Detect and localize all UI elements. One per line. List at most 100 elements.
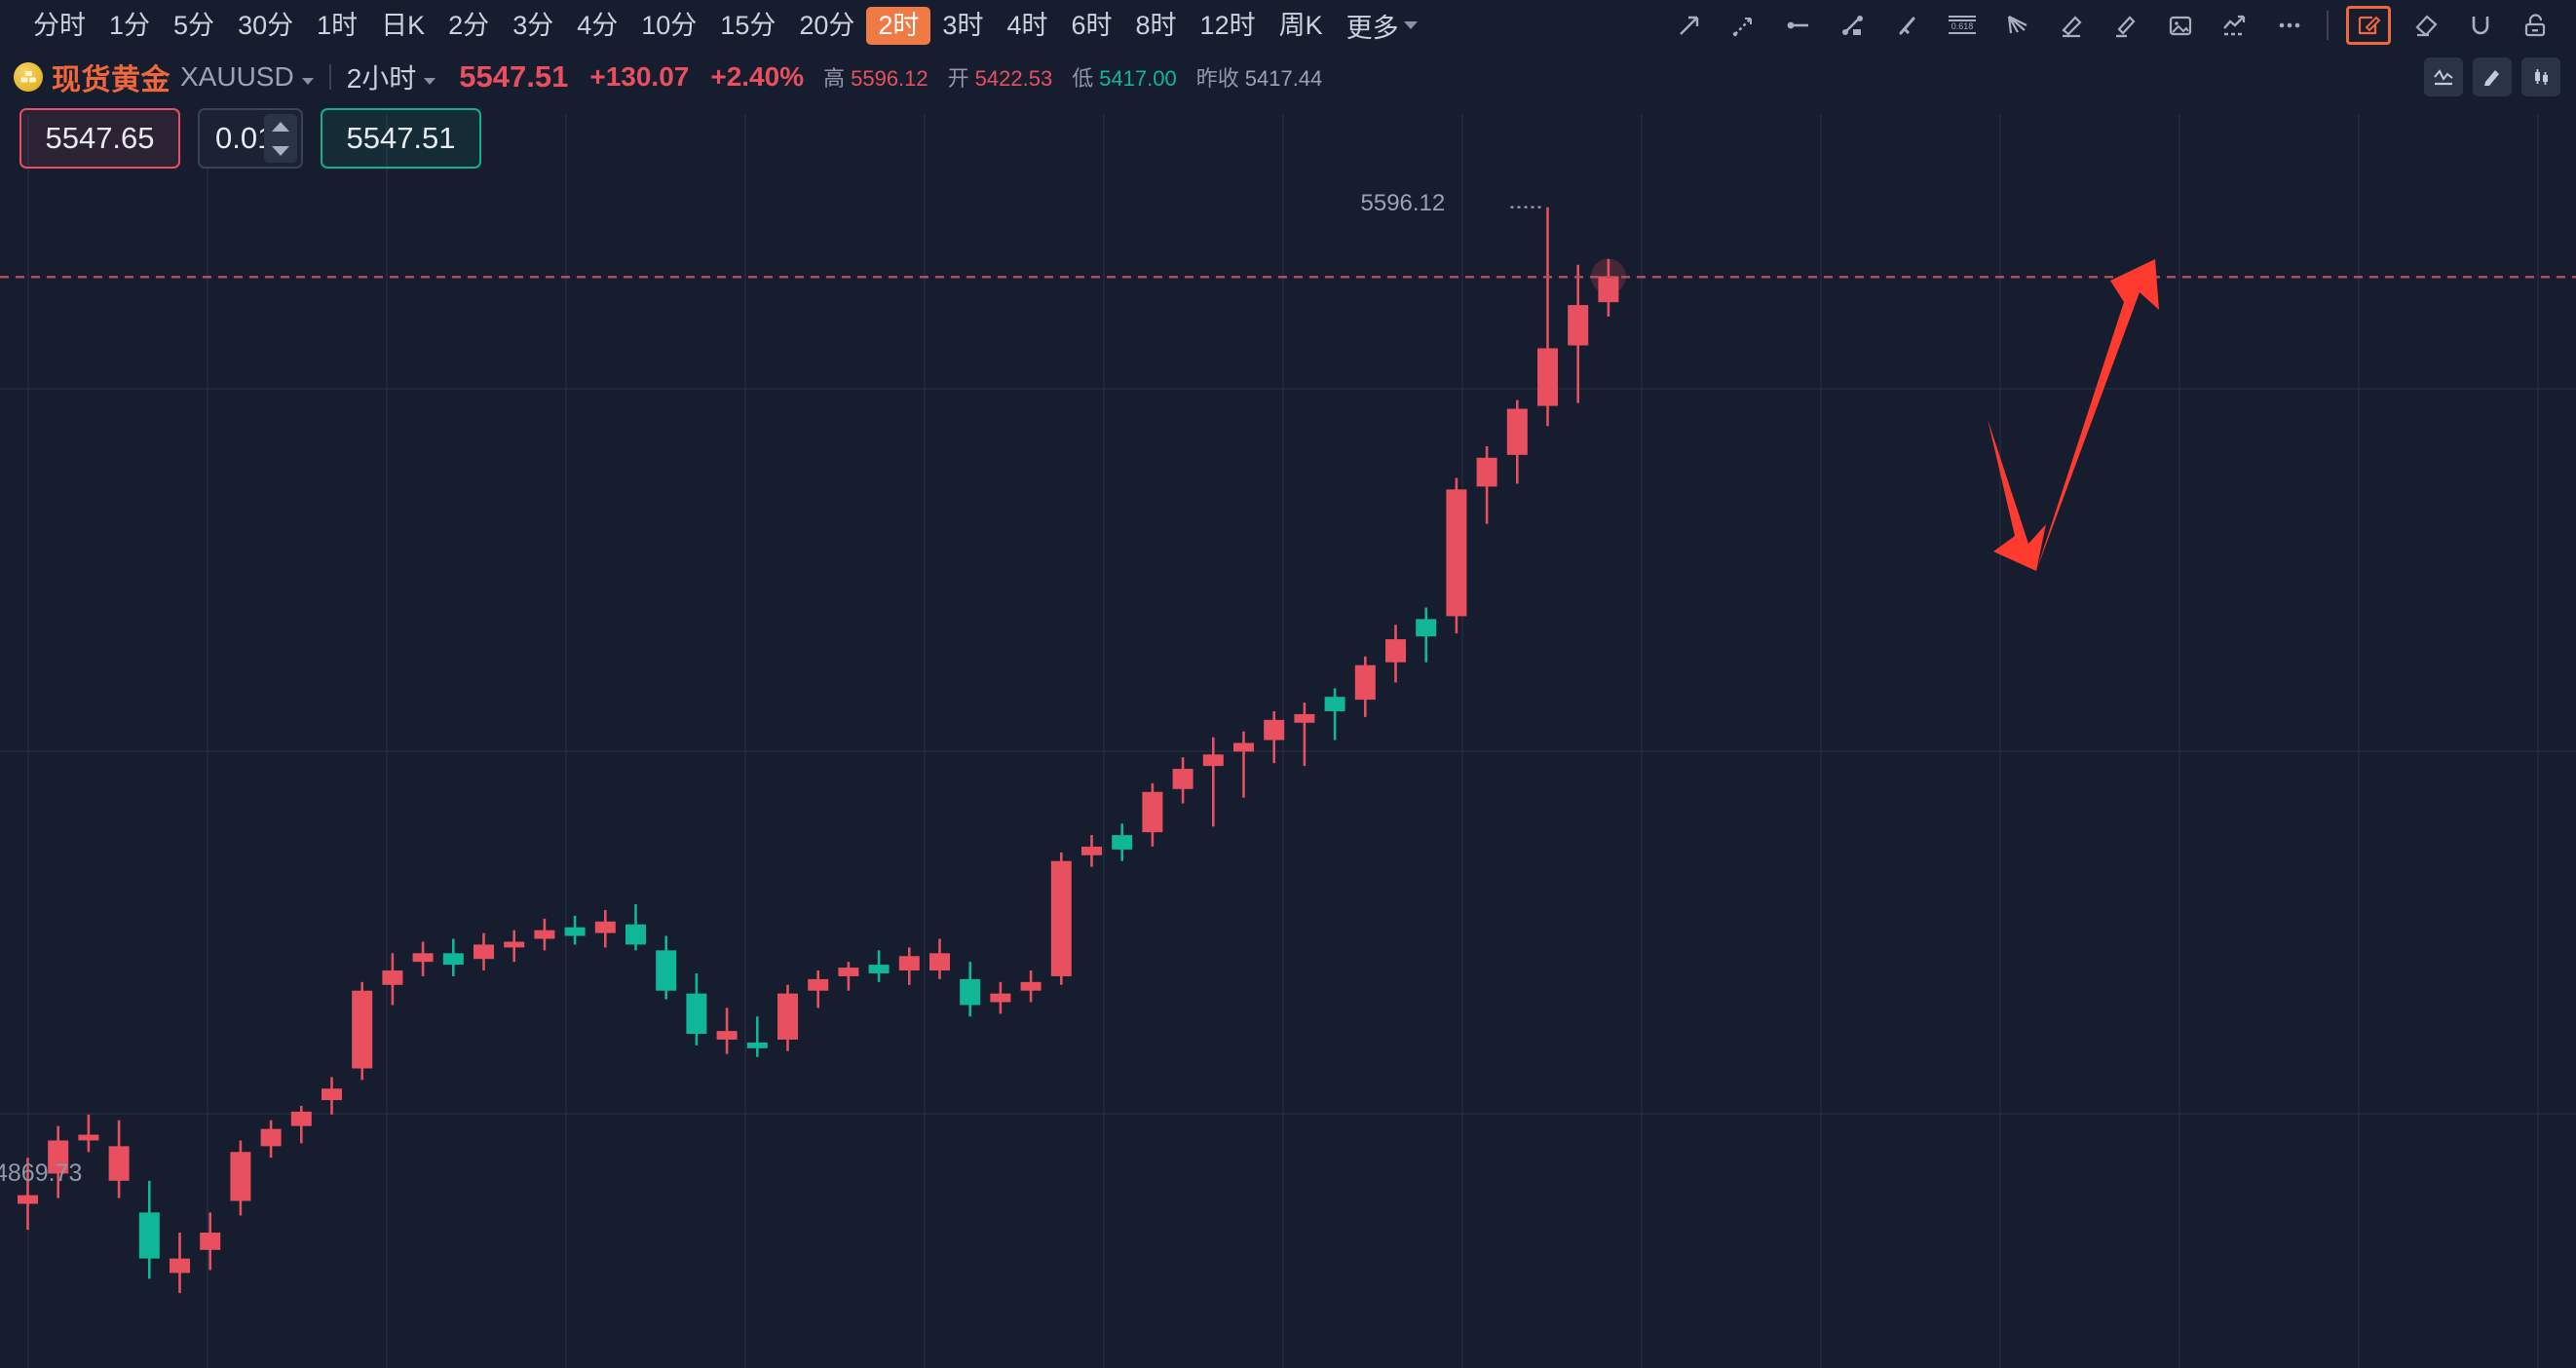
candle-body: [200, 1233, 221, 1250]
timeframe-item-11[interactable]: 20分: [799, 10, 855, 40]
timeframe-item-5[interactable]: 日K: [381, 10, 426, 40]
stepper-down-icon[interactable]: [272, 145, 289, 156]
timeframe-item-0[interactable]: 分时: [33, 10, 86, 40]
candle-body: [808, 978, 829, 991]
trend-line-icon[interactable]: [1826, 4, 1880, 47]
dashed-arrow-icon[interactable]: [1717, 4, 1771, 47]
up-arrow-annotation: [2036, 259, 2159, 571]
candle-series: [18, 207, 1619, 1294]
quote-stat-label: 低: [1072, 66, 1094, 91]
trend-indicator-icon[interactable]: [2208, 4, 2262, 47]
timeframe-list: 分时 1分 5分 30分 1时 日K 2分 3分 4分 10分 15分 20分 2时 3时 4时 6时 8时 12…: [21, 6, 1335, 45]
fibonacci-icon[interactable]: 0.618: [1935, 4, 1989, 47]
quote-stat-1: 开 5422.53: [948, 61, 1053, 93]
quote-stat-0: 高 5596.12: [823, 61, 928, 93]
candle-body: [1568, 305, 1589, 346]
candle-body: [1446, 489, 1467, 617]
buy-price-button[interactable]: 5547.51: [321, 108, 481, 169]
quote-bar: 现货黄金 XAUUSD 2小时 5547.51 +130.07 +2.40% 高…: [0, 51, 2576, 103]
lock-open-icon[interactable]: [2508, 4, 2562, 47]
timeframe-item-14[interactable]: 4时: [1006, 10, 1048, 40]
trade-row: 5547.65 0.01 5547.51: [0, 103, 2576, 173]
candle-body: [960, 978, 981, 1006]
timeframe-more-label: 更多: [1345, 13, 1399, 43]
candle-body: [1476, 457, 1497, 487]
stepper-up-icon[interactable]: [272, 121, 289, 132]
candle-body: [1081, 846, 1102, 855]
candle-body: [1416, 619, 1437, 637]
chevron-down-icon: [1403, 21, 1418, 29]
timeframe-chevron-down-icon[interactable]: [424, 77, 436, 85]
candle-body: [474, 944, 494, 960]
symbol-name[interactable]: 现货黄金: [52, 64, 170, 96]
candle-body: [1324, 697, 1345, 711]
timeframe-item-16[interactable]: 8时: [1135, 10, 1177, 40]
candle-body: [1354, 665, 1376, 701]
timeframe-item-12[interactable]: 2时: [866, 6, 931, 45]
candle-body: [1385, 639, 1406, 663]
candle-body: [230, 1152, 251, 1201]
arrow-line-icon[interactable]: [1662, 4, 1717, 47]
candle-body: [170, 1258, 190, 1273]
axis-price-label: 4869.73: [0, 1159, 83, 1187]
chart-canvas[interactable]: [0, 115, 2576, 1368]
candle-type-icon[interactable]: [2521, 57, 2560, 96]
timeframe-more-button[interactable]: 更多: [1335, 1, 1429, 51]
timeframe-item-9[interactable]: 10分: [641, 10, 698, 40]
edit-draw-icon[interactable]: [2346, 6, 2391, 45]
candle-body: [564, 927, 586, 936]
sell-price-button[interactable]: 5547.65: [19, 108, 180, 169]
quote-stat-value: 5596.12: [851, 66, 928, 91]
candle-body: [1172, 769, 1193, 789]
quote-stat-2: 低 5417.00: [1072, 61, 1177, 93]
quote-stat-value: 5422.53: [974, 66, 1053, 91]
brush-icon[interactable]: [1880, 4, 1935, 47]
timeframe-item-15[interactable]: 6时: [1071, 10, 1113, 40]
svg-text:0.618: 0.618: [1951, 21, 1974, 31]
candle-body: [1050, 860, 1072, 976]
quote-stat-label: 高: [823, 66, 846, 91]
marker-pen-icon[interactable]: [2099, 4, 2153, 47]
candle-body: [1598, 276, 1619, 303]
fan-lines-icon[interactable]: [1989, 4, 2044, 47]
candle-body: [1142, 791, 1163, 833]
candle-body: [352, 990, 373, 1069]
timeframe-item-17[interactable]: 12时: [1199, 10, 1256, 40]
timeframe-item-3[interactable]: 30分: [238, 10, 294, 40]
candle-body: [777, 993, 798, 1040]
candle-body: [18, 1195, 38, 1204]
current-timeframe-label[interactable]: 2小时: [346, 63, 417, 94]
timeframe-item-1[interactable]: 1分: [109, 10, 151, 40]
timeframe-item-10[interactable]: 15分: [720, 10, 777, 40]
quote-stat-value: 5417.00: [1099, 66, 1177, 91]
timeframe-item-2[interactable]: 5分: [173, 10, 215, 40]
timeframe-item-6[interactable]: 2分: [448, 10, 490, 40]
quantity-stepper[interactable]: 0.01: [198, 108, 303, 169]
quote-stats: 高 5596.12 开 5422.53 低 5417.00 昨收 5417.44: [804, 61, 1322, 93]
symbol-chevron-down-icon[interactable]: [301, 77, 314, 85]
indicator-icon[interactable]: [2424, 57, 2463, 96]
toolbar-separator: [2327, 11, 2329, 40]
magnet-icon[interactable]: [2453, 4, 2508, 47]
candlestick-chart[interactable]: 5596.12 4869.73: [0, 115, 2576, 1368]
timeframe-item-7[interactable]: 3分: [512, 10, 554, 40]
candle-body: [138, 1212, 160, 1259]
timeframe-item-8[interactable]: 4分: [577, 10, 619, 40]
symbol-code[interactable]: XAUUSD: [180, 61, 294, 92]
ray-line-icon[interactable]: [1771, 4, 1826, 47]
candle-body: [108, 1146, 130, 1181]
more-dots-icon[interactable]: [2262, 4, 2317, 47]
draw-pencil-icon[interactable]: [2473, 57, 2512, 96]
eraser-icon[interactable]: [2399, 4, 2453, 47]
timeframe-item-4[interactable]: 1时: [317, 10, 359, 40]
timeframe-item-13[interactable]: 3时: [942, 10, 984, 40]
image-icon[interactable]: [2153, 4, 2208, 47]
quote-divider: [328, 64, 331, 90]
quote-stat-label: 开: [947, 66, 969, 91]
timeframe-item-18[interactable]: 周K: [1278, 10, 1323, 40]
highlighter-pen-icon[interactable]: [2044, 4, 2099, 47]
candle-body: [504, 941, 525, 948]
candle-body: [382, 970, 403, 985]
timeframe-bar: 分时 1分 5分 30分 1时 日K 2分 3分 4分 10分 15分 20分 2时 3时 4时 6时 8时 12…: [0, 0, 2576, 51]
quantity-value[interactable]: 0.01: [215, 121, 275, 155]
